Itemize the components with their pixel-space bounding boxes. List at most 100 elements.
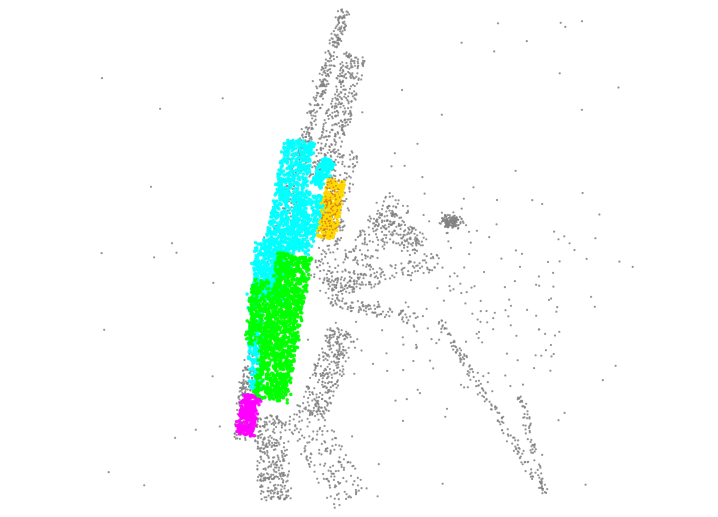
data-point [475,332,478,335]
data-point [345,480,348,483]
data-point [366,249,369,252]
data-point [381,329,384,332]
data-point [342,368,345,371]
data-point [466,370,469,373]
data-point [405,233,409,236]
data-point [320,158,325,162]
data-point [557,419,560,422]
data-point [353,94,356,97]
data-point [353,480,356,483]
data-point [340,140,343,143]
data-point [367,226,370,229]
data-point [288,419,291,422]
data-point [402,368,405,372]
data-point [387,310,390,313]
data-point [376,495,379,498]
data-point [383,219,386,222]
data-point [274,486,277,489]
data-point [349,60,352,63]
data-point [428,268,431,271]
data-point [328,135,331,138]
data-point [283,487,286,490]
data-point [259,246,264,250]
data-point [293,198,297,202]
data-point [464,302,467,305]
data-point [261,443,264,446]
data-point [282,472,285,475]
data-point [328,52,331,55]
data-point [246,365,249,368]
data-point [349,461,352,464]
data-point [363,237,366,240]
data-point [399,224,402,227]
data-point [522,424,525,427]
data-point [405,316,408,319]
data-point [404,240,407,243]
data-point [309,198,313,202]
data-point [362,309,365,312]
data-point [406,211,409,214]
data-point [493,311,496,314]
data-point [284,249,288,253]
data-point [470,368,474,371]
data-point [383,241,386,244]
data-point [175,251,178,254]
data-point [384,196,387,199]
data-point [339,236,343,240]
data-point [271,489,274,492]
data-point [316,413,319,416]
data-point [349,280,352,283]
data-point [328,145,331,149]
data-point [366,263,369,266]
data-point [320,258,324,261]
data-point [259,485,262,489]
data-point [334,96,337,99]
data-point [410,226,414,229]
data-point [413,238,416,241]
data-point [319,176,323,180]
data-point [268,420,271,423]
data-point [329,251,332,254]
data-point [306,253,311,257]
data-point [344,360,347,363]
data-point [495,198,499,202]
data-point [340,353,343,356]
data-point [349,310,352,313]
data-point [448,214,451,217]
data-point [522,416,525,419]
data-point [280,477,283,480]
data-point [347,70,350,74]
data-point [341,129,344,132]
data-point [271,250,275,254]
data-point [337,98,340,101]
data-point [395,271,398,275]
data-point [309,217,313,221]
data-point [335,90,338,93]
data-point [326,59,329,63]
data-point [309,112,312,115]
data-point [340,374,343,378]
data-point [329,281,332,284]
data-point [351,465,354,468]
data-point [380,227,383,230]
data-point [315,410,318,413]
data-point [342,104,345,107]
data-point [245,292,249,296]
data-point [303,141,307,146]
data-point [321,127,325,130]
data-point [262,479,265,482]
data-point [355,155,358,158]
data-point [332,30,335,33]
data-point [342,154,345,157]
data-point [422,213,425,217]
data-point [317,246,321,249]
data-point [361,242,364,245]
data-point [436,287,439,290]
data-point [469,241,472,244]
data-point [345,24,348,27]
data-point [329,71,332,74]
data-point [440,319,443,322]
data-point [477,384,480,387]
data-point [338,75,341,78]
data-point [494,405,497,408]
